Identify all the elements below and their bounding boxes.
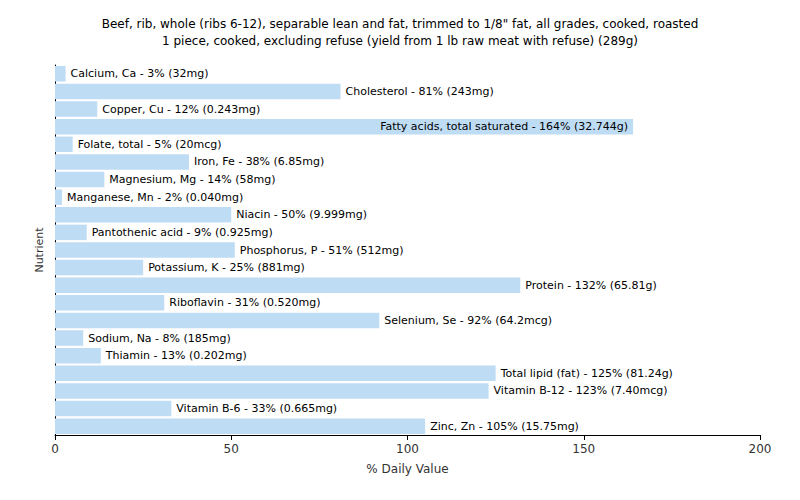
svg-text:200: 200 [749, 442, 772, 456]
svg-text:Total lipid (fat) - 125% (81.2: Total lipid (fat) - 125% (81.24g) [500, 367, 673, 380]
svg-text:Riboflavin - 31% (0.520mg): Riboflavin - 31% (0.520mg) [169, 296, 320, 309]
svg-text:Cholesterol - 81% (243mg): Cholesterol - 81% (243mg) [346, 85, 494, 98]
svg-text:Zinc, Zn - 105% (15.75mg): Zinc, Zn - 105% (15.75mg) [430, 420, 579, 433]
svg-text:% Daily Value: % Daily Value [366, 462, 448, 476]
svg-text:Vitamin B-12 - 123% (7.40mcg): Vitamin B-12 - 123% (7.40mcg) [494, 384, 668, 397]
svg-text:Niacin - 50% (9.999mg): Niacin - 50% (9.999mg) [236, 208, 367, 221]
svg-text:Sodium, Na - 8% (185mg): Sodium, Na - 8% (185mg) [88, 332, 231, 345]
svg-text:Calcium, Ca - 3% (32mg): Calcium, Ca - 3% (32mg) [71, 67, 209, 80]
svg-text:Fatty acids, total saturated -: Fatty acids, total saturated - 164% (32.… [380, 120, 628, 133]
svg-text:Vitamin B-6 - 33% (0.665mg): Vitamin B-6 - 33% (0.665mg) [176, 402, 337, 415]
svg-text:Selenium, Se - 92% (64.2mcg): Selenium, Se - 92% (64.2mcg) [384, 314, 552, 327]
svg-text:Folate, total - 5% (20mcg): Folate, total - 5% (20mcg) [78, 138, 222, 151]
svg-text:Manganese, Mn - 2% (0.040mg): Manganese, Mn - 2% (0.040mg) [67, 191, 243, 204]
svg-text:Thiamin - 13% (0.202mg): Thiamin - 13% (0.202mg) [105, 349, 247, 362]
svg-text:0: 0 [51, 442, 59, 456]
svg-text:Phosphorus, P - 51% (512mg): Phosphorus, P - 51% (512mg) [240, 244, 404, 257]
svg-text:Nutrient: Nutrient [33, 227, 46, 273]
svg-text:Copper, Cu - 12% (0.243mg): Copper, Cu - 12% (0.243mg) [102, 103, 260, 116]
svg-text:50: 50 [224, 442, 239, 456]
svg-text:Protein - 132% (65.81g): Protein - 132% (65.81g) [525, 279, 657, 292]
svg-text:Iron, Fe - 38% (6.85mg): Iron, Fe - 38% (6.85mg) [194, 155, 324, 168]
svg-text:1 piece, cooked, excluding ref: 1 piece, cooked, excluding refuse (yield… [162, 34, 638, 48]
svg-text:100: 100 [396, 442, 419, 456]
svg-text:Magnesium, Mg - 14% (58mg): Magnesium, Mg - 14% (58mg) [109, 173, 275, 186]
svg-text:150: 150 [572, 442, 595, 456]
svg-text:Potassium, K - 25% (881mg): Potassium, K - 25% (881mg) [148, 261, 305, 274]
svg-text:Beef, rib, whole (ribs 6-12),: Beef, rib, whole (ribs 6-12), separable … [102, 17, 699, 31]
svg-text:Pantothenic acid - 9% (0.925mg: Pantothenic acid - 9% (0.925mg) [92, 226, 273, 239]
